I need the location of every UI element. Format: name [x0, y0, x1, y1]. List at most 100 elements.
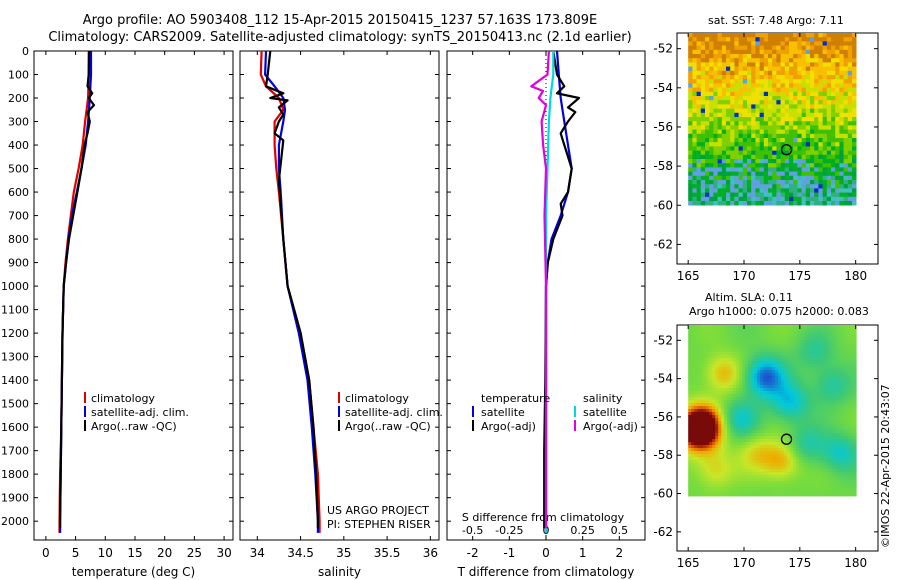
sst-cell	[734, 201, 739, 206]
sla-cell	[766, 400, 770, 404]
sla-cell	[763, 352, 767, 356]
sla-cell	[697, 427, 701, 431]
sst-cell	[847, 175, 853, 181]
sla-cell	[709, 385, 713, 389]
sst-cell	[826, 192, 832, 198]
sst-cell	[768, 91, 773, 97]
sla-cell	[835, 466, 839, 470]
sla-cell	[838, 415, 842, 419]
sla-cell	[853, 451, 857, 455]
sst-cell	[734, 188, 739, 193]
x-axis-label: temperature (deg C)	[72, 565, 195, 579]
sst-cell	[797, 108, 802, 114]
sla-cell	[850, 325, 854, 329]
sla-cell	[742, 436, 746, 440]
sst-cell	[721, 184, 727, 189]
sst-cell	[721, 175, 727, 181]
sst-cell	[763, 150, 769, 156]
sla-cell	[748, 472, 752, 476]
sla-cell	[709, 325, 713, 329]
sla-cell	[769, 379, 773, 383]
sla-cell	[829, 463, 833, 467]
sst-cell	[730, 70, 735, 76]
sla-cell	[715, 415, 719, 419]
sst-cell	[705, 112, 710, 118]
sst-cell	[801, 171, 807, 177]
sla-cell	[802, 325, 806, 329]
sla-cell	[697, 436, 701, 440]
sst-cell	[688, 75, 693, 80]
sst-cell	[847, 163, 853, 168]
sst-cell	[784, 154, 790, 160]
sla-cell	[826, 358, 830, 362]
sla-cell	[745, 445, 749, 449]
sst-cell	[814, 41, 819, 46]
sla-cell	[811, 448, 815, 452]
sst-cell	[738, 62, 744, 67]
sla-cell	[835, 448, 839, 452]
argo-position-marker	[780, 144, 793, 156]
sla-cell	[826, 481, 830, 485]
sst-cell	[730, 45, 735, 51]
sla-cell	[736, 469, 740, 473]
sla-cell	[715, 466, 719, 470]
sst-cell	[835, 70, 840, 76]
sst-cell	[780, 167, 786, 172]
sst-cell	[784, 112, 790, 118]
sla-cell	[844, 325, 848, 329]
sla-cell	[718, 454, 722, 458]
sla-cell	[790, 412, 794, 416]
sla-cell	[769, 346, 773, 350]
sst-cell	[805, 79, 811, 84]
sla-cell	[835, 364, 839, 368]
sst-cell	[726, 150, 731, 156]
sla-cell	[808, 370, 812, 374]
sla-cell	[763, 331, 767, 335]
sla-cell	[745, 484, 749, 488]
sla-cell	[811, 376, 815, 380]
sst-cell	[751, 154, 756, 160]
sla-cell	[754, 460, 758, 464]
sst-cell	[793, 96, 798, 101]
sla-cell	[847, 382, 851, 386]
sst-cell	[709, 159, 714, 164]
sla-cell	[742, 412, 746, 416]
sst-cell	[700, 196, 706, 202]
sla-cell	[721, 412, 725, 416]
sst-cell	[789, 66, 794, 72]
y-tick-label: 1400	[1, 374, 29, 387]
sla-cell	[715, 388, 719, 392]
sla-cell	[757, 367, 761, 371]
sst-cell	[831, 188, 836, 193]
sla-cell	[712, 385, 716, 389]
sla-cell	[823, 397, 827, 401]
sla-cell	[784, 367, 788, 371]
sst-cell	[734, 70, 739, 76]
sla-cell	[835, 358, 839, 362]
sla-cell	[718, 427, 722, 431]
sla-cell	[844, 382, 848, 386]
sla-cell	[712, 415, 716, 419]
sla-cell	[754, 376, 758, 380]
sla-cell	[787, 358, 791, 362]
sst-cell	[730, 125, 735, 130]
sla-cell	[715, 373, 719, 377]
sla-cell	[808, 466, 812, 470]
sla-cell	[802, 439, 806, 443]
sla-cell	[739, 382, 743, 386]
sst-cell	[776, 196, 781, 202]
sla-cell	[817, 418, 821, 422]
sla-cell	[745, 403, 749, 407]
sla-cell	[790, 349, 794, 353]
sla-cell	[850, 475, 854, 479]
sla-cell	[691, 370, 695, 374]
sla-cell	[844, 433, 848, 437]
sla-cell	[790, 466, 794, 470]
sla-cell	[853, 385, 857, 389]
sla-cell	[814, 427, 818, 431]
sla-cell	[790, 448, 794, 452]
sla-cell	[847, 358, 851, 362]
sla-cell	[763, 418, 767, 422]
sla-cell	[844, 481, 848, 485]
sla-cell	[715, 409, 719, 413]
